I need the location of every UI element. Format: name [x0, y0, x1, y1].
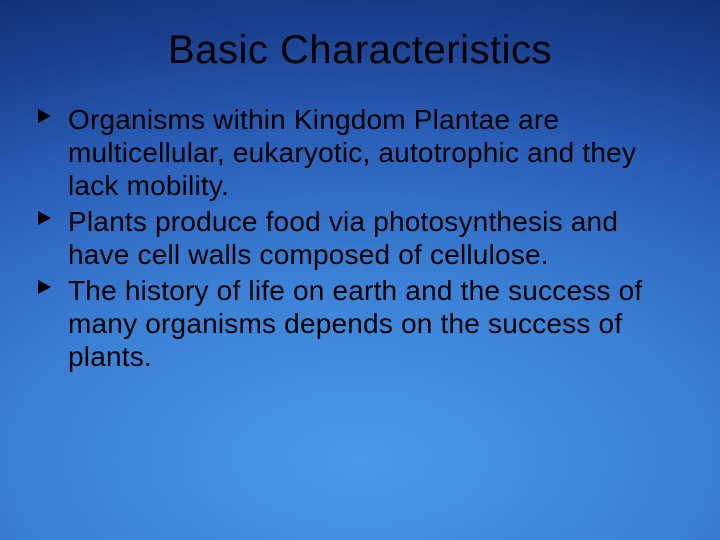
list-item: Plants produce food via photosynthesis a…	[38, 205, 670, 271]
bullet-arrow-icon	[38, 280, 51, 294]
list-item: Organisms within Kingdom Plantae are mul…	[38, 103, 670, 202]
bullet-arrow-icon	[38, 109, 51, 123]
slide-content: Organisms within Kingdom Plantae are mul…	[0, 103, 720, 373]
slide-title: Basic Characteristics	[0, 0, 720, 103]
slide-container: Basic Characteristics Organisms within K…	[0, 0, 720, 540]
bullet-text: The history of life on earth and the suc…	[68, 275, 642, 372]
bullet-text: Plants produce food via photosynthesis a…	[68, 206, 618, 270]
list-item: The history of life on earth and the suc…	[38, 274, 670, 373]
bullet-text: Organisms within Kingdom Plantae are mul…	[68, 104, 636, 201]
bullet-arrow-icon	[38, 211, 51, 225]
